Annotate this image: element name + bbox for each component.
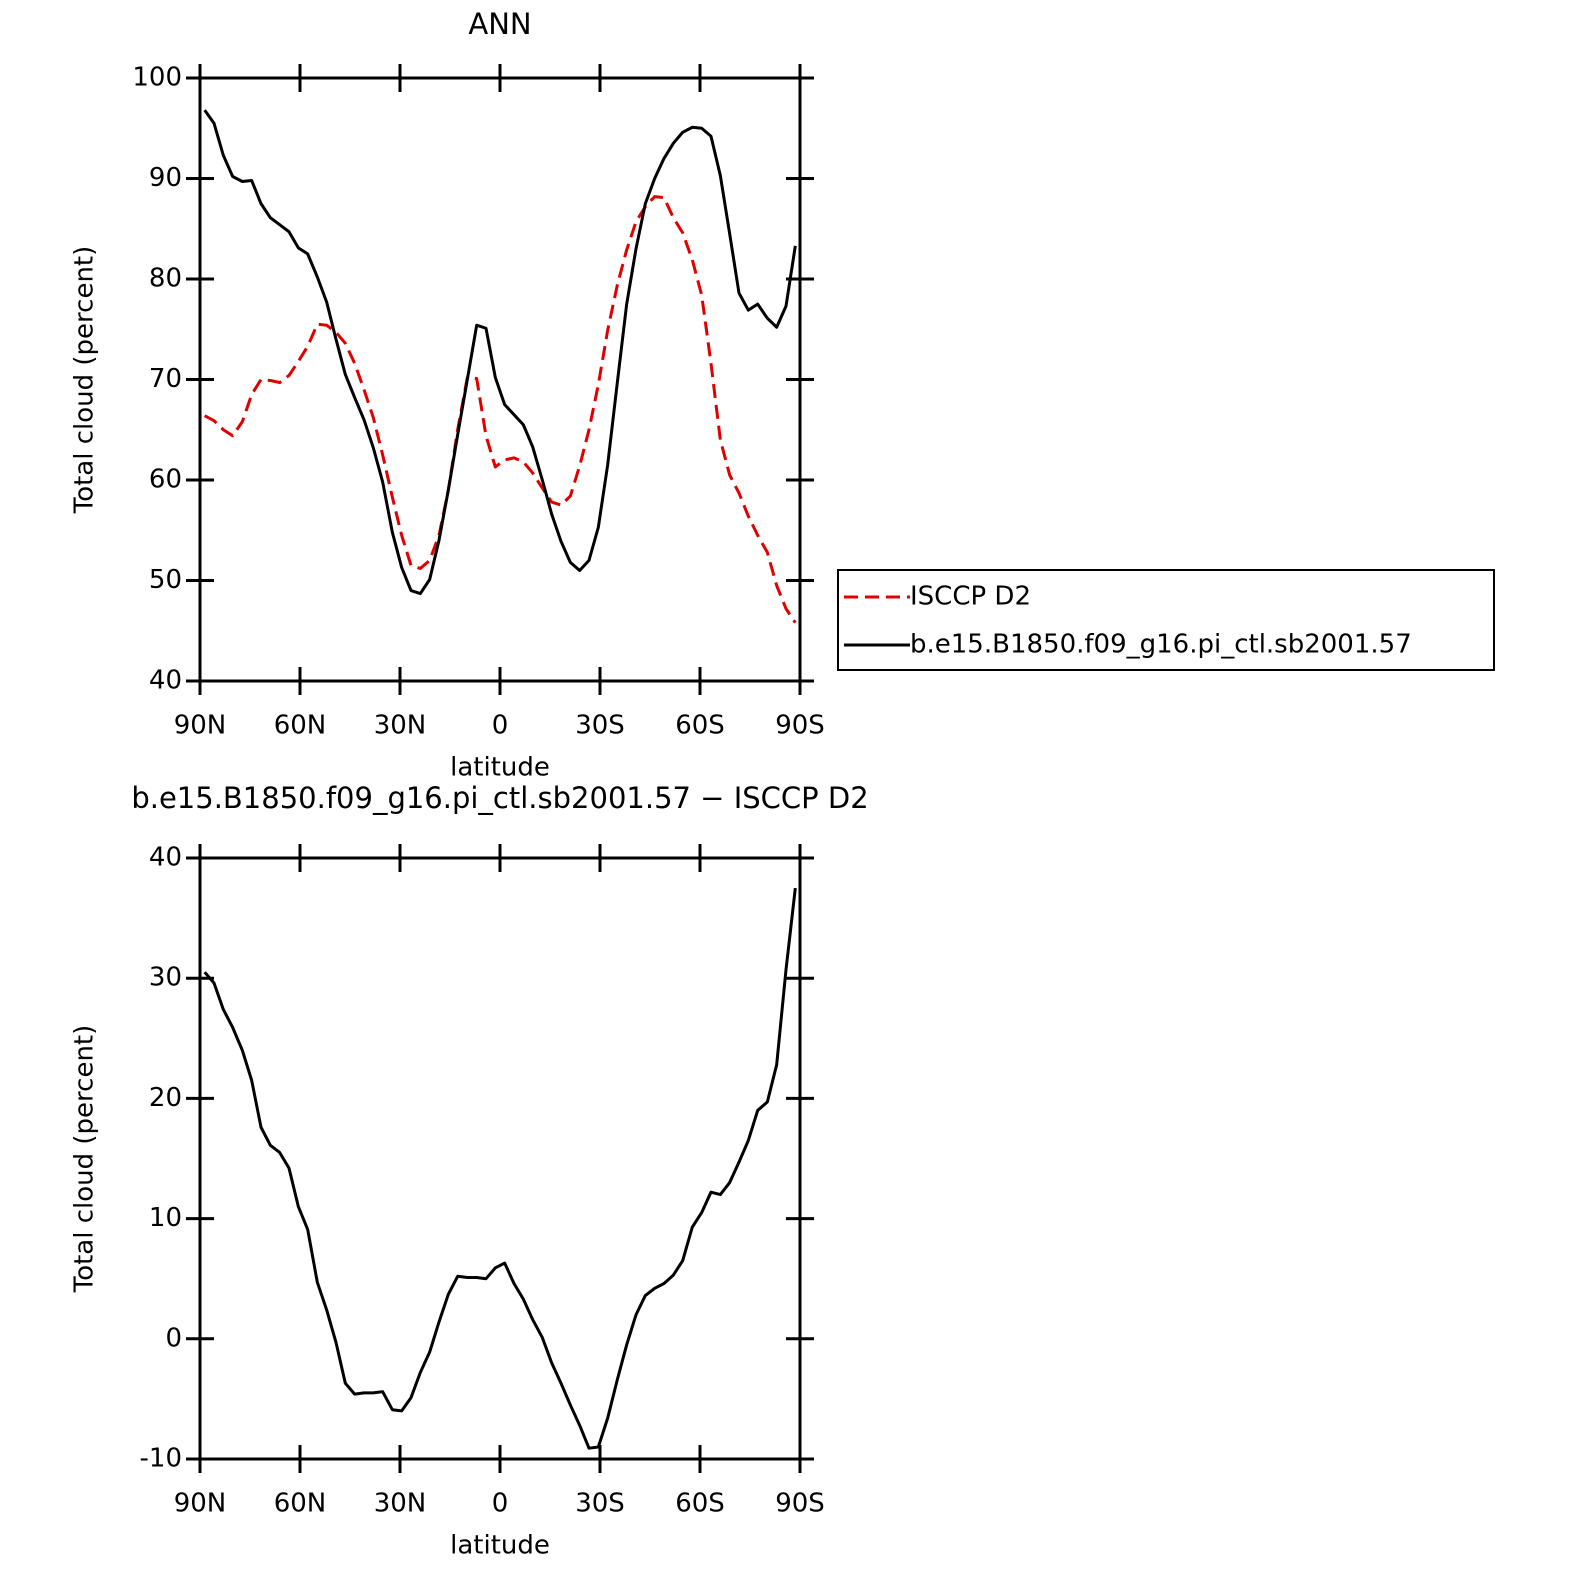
legend-label: ISCCP D2 [910,582,1031,612]
y-axis-label: Total cloud (percent) [70,1025,100,1294]
y-tick-label: 90 [149,163,182,193]
x-axis-label: latitude [450,1531,550,1561]
x-tick-label: 30S [575,711,625,741]
y-tick-label: 0 [165,1323,182,1353]
chart-title: ANN [468,7,531,41]
x-axis-label: latitude [450,753,550,783]
x-tick-label: 60N [274,711,327,741]
legend-label: b.e15.B1850.f09_g16.pi_ctl.sb2001.57 [910,630,1412,660]
y-tick-label: 40 [149,843,182,873]
x-tick-label: 30S [575,1489,625,1519]
legend-box [837,569,1495,671]
x-tick-label: 90S [775,711,825,741]
chart-title: b.e15.B1850.f09_g16.pi_ctl.sb2001.57 − I… [131,781,868,815]
x-tick-label: 90S [775,1489,825,1519]
plot-frame [198,76,802,683]
x-tick-label: 0 [492,1489,509,1519]
y-tick-label: 70 [149,364,182,394]
x-tick-label: 60S [675,1489,725,1519]
data-line [203,109,797,596]
y-tick-label: 40 [149,666,182,696]
x-tick-label: 60S [675,711,725,741]
y-tick-label: -10 [140,1444,182,1474]
data-line [203,887,797,1450]
y-tick-label: 100 [132,63,182,93]
x-tick-label: 60N [274,1489,327,1519]
y-tick-label: 10 [149,1203,182,1233]
y-tick-label: 50 [149,565,182,595]
y-tick-label: 30 [149,963,182,993]
x-tick-label: 0 [492,711,509,741]
plot-frame [198,856,802,1461]
y-tick-label: 20 [149,1083,182,1113]
y-tick-label: 80 [149,264,182,294]
x-tick-label: 90N [174,1489,227,1519]
data-line [203,195,797,624]
y-axis-label: Total cloud (percent) [70,246,100,515]
x-tick-label: 30N [374,1489,427,1519]
x-tick-label: 30N [374,711,427,741]
y-tick-label: 60 [149,465,182,495]
x-tick-label: 90N [174,711,227,741]
